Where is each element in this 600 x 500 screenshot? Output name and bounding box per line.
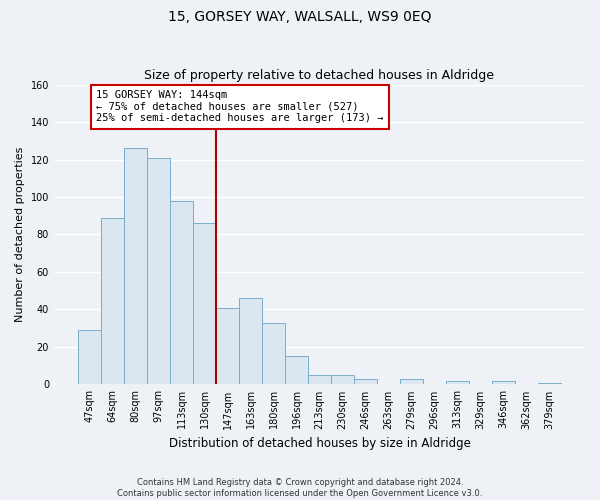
Bar (538, 382, 561, 384)
Bar (101, 218, 124, 384)
Bar (446, 380, 469, 384)
Bar (216, 308, 239, 384)
Text: 15, GORSEY WAY, WALSALL, WS9 0EQ: 15, GORSEY WAY, WALSALL, WS9 0EQ (168, 10, 432, 24)
Bar (262, 322, 285, 384)
Bar (308, 375, 331, 384)
Bar (78, 330, 101, 384)
Bar (170, 201, 193, 384)
Bar (354, 379, 377, 384)
Bar (331, 375, 354, 384)
Y-axis label: Number of detached properties: Number of detached properties (15, 147, 25, 322)
Bar (147, 158, 170, 384)
Bar (285, 356, 308, 384)
Text: Contains HM Land Registry data © Crown copyright and database right 2024.
Contai: Contains HM Land Registry data © Crown c… (118, 478, 482, 498)
Text: 15 GORSEY WAY: 144sqm
← 75% of detached houses are smaller (527)
25% of semi-det: 15 GORSEY WAY: 144sqm ← 75% of detached … (97, 90, 384, 124)
Bar (239, 298, 262, 384)
Bar (492, 380, 515, 384)
X-axis label: Distribution of detached houses by size in Aldridge: Distribution of detached houses by size … (169, 437, 470, 450)
Title: Size of property relative to detached houses in Aldridge: Size of property relative to detached ho… (145, 69, 494, 82)
Bar (400, 379, 423, 384)
Bar (124, 148, 147, 384)
Bar (193, 223, 216, 384)
